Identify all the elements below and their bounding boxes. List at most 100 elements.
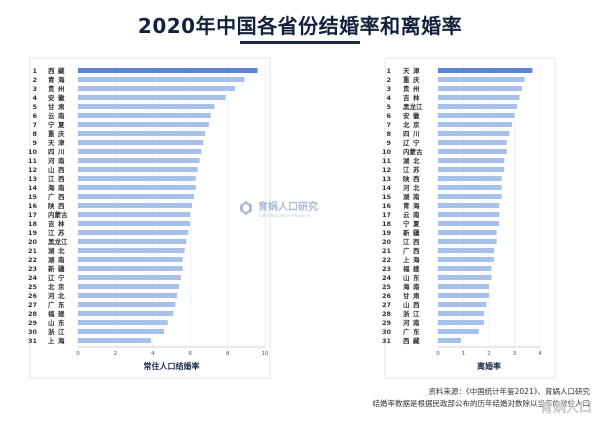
marriage-province-label: 四川 bbox=[48, 148, 68, 156]
marriage-rank-label: 15 bbox=[28, 193, 38, 201]
marriage-province-label: 宁夏 bbox=[48, 120, 68, 129]
marriage-tick-label: 0 bbox=[76, 351, 80, 357]
divorce-bar bbox=[438, 256, 495, 263]
divorce-bar bbox=[438, 139, 507, 146]
marriage-rank-label: 23 bbox=[28, 265, 37, 273]
marriage-bar bbox=[78, 211, 191, 218]
marriage-bar bbox=[78, 238, 187, 245]
divorce-bar bbox=[438, 121, 512, 128]
marriage-rank-label: 3 bbox=[32, 85, 37, 93]
divorce-rank-label: 9 bbox=[386, 139, 391, 147]
divorce-province-label: 宁夏 bbox=[403, 219, 423, 228]
marriage-rank-label: 2 bbox=[32, 76, 37, 84]
divorce-province-label: 上海 bbox=[403, 255, 423, 264]
divorce-province-label: 四川 bbox=[403, 130, 423, 138]
marriage-bar bbox=[78, 184, 196, 191]
divorce-rank-label: 28 bbox=[382, 310, 392, 318]
divorce-rank-label: 31 bbox=[382, 337, 392, 345]
marriage-province-label: 江苏 bbox=[48, 228, 68, 237]
divorce-bar bbox=[438, 166, 505, 173]
marriage-bar bbox=[78, 85, 236, 92]
marriage-bar bbox=[78, 193, 194, 200]
divorce-bar bbox=[438, 76, 525, 83]
divorce-tick-label: 2 bbox=[487, 351, 491, 357]
marriage-tick-label: 8 bbox=[226, 351, 230, 357]
marriage-rank-label: 19 bbox=[28, 229, 38, 237]
divorce-rank-label: 26 bbox=[382, 292, 392, 300]
page-title: 2020年中国各省份结婚率和离婚率 bbox=[137, 14, 463, 38]
marriage-tick-label: 6 bbox=[188, 351, 192, 357]
watermark-logo-icon bbox=[240, 201, 252, 215]
divorce-province-label: 青海 bbox=[403, 201, 423, 210]
divorce-bar bbox=[438, 157, 505, 164]
marriage-province-label: 重庆 bbox=[48, 129, 68, 138]
watermark-subtext: YuWa Population Research bbox=[258, 213, 311, 218]
marriage-province-label: 湖北 bbox=[48, 246, 68, 255]
divorce-province-label: 江苏 bbox=[403, 165, 423, 174]
divorce-rank-label: 19 bbox=[382, 229, 392, 237]
divorce-rank-label: 3 bbox=[386, 85, 391, 93]
marriage-province-label: 辽宁 bbox=[48, 273, 68, 282]
divorce-tick-label: 1 bbox=[462, 351, 466, 357]
divorce-rank-label: 30 bbox=[382, 328, 392, 336]
marriage-rank-label: 16 bbox=[28, 202, 38, 210]
marriage-province-label: 云南 bbox=[48, 111, 68, 120]
marriage-province-label: 西藏 bbox=[48, 66, 68, 75]
divorce-province-label: 辽宁 bbox=[403, 138, 423, 147]
divorce-rank-label: 1 bbox=[386, 67, 391, 75]
divorce-rank-label: 21 bbox=[382, 247, 392, 255]
divorce-bar bbox=[438, 265, 492, 272]
marriage-bar bbox=[78, 76, 245, 83]
divorce-bar bbox=[438, 283, 489, 290]
divorce-axis-title: 离婚率 bbox=[477, 361, 501, 371]
divorce-bar bbox=[438, 193, 502, 200]
divorce-bar bbox=[438, 328, 479, 335]
divorce-province-label: 湖南 bbox=[403, 192, 423, 201]
divorce-province-label: 云南 bbox=[403, 210, 423, 219]
divorce-bar bbox=[438, 220, 500, 227]
divorce-province-label: 广东 bbox=[403, 327, 423, 336]
marriage-rank-label: 21 bbox=[28, 247, 38, 255]
marriage-province-label: 河南 bbox=[48, 156, 68, 165]
marriage-bar bbox=[78, 301, 176, 308]
marriage-province-label: 新疆 bbox=[48, 264, 68, 273]
marriage-bar bbox=[78, 202, 193, 209]
divorce-rank-label: 17 bbox=[382, 211, 391, 219]
divorce-bar bbox=[438, 319, 484, 326]
marriage-province-label: 广东 bbox=[48, 300, 68, 309]
marriage-rank-label: 30 bbox=[28, 328, 38, 336]
corner-watermark: 育娲人口 bbox=[539, 401, 592, 416]
marriage-panel-frame bbox=[29, 57, 271, 379]
divorce-bar bbox=[438, 103, 518, 110]
marriage-bar bbox=[78, 265, 183, 272]
watermark: 育娲人口研究 YuWa Population Research bbox=[238, 198, 318, 218]
divorce-province-label: 吉林 bbox=[403, 93, 423, 102]
divorce-rank-label: 29 bbox=[382, 319, 392, 327]
marriage-bar bbox=[78, 94, 226, 101]
marriage-rank-label: 29 bbox=[28, 319, 38, 327]
marriage-bar bbox=[78, 283, 179, 290]
marriage-province-label: 甘肃 bbox=[48, 102, 68, 111]
marriage-province-label: 天津 bbox=[48, 138, 68, 147]
divorce-bar bbox=[438, 148, 507, 155]
divorce-bar bbox=[438, 301, 487, 308]
marriage-province-label: 广西 bbox=[48, 192, 68, 201]
divorce-province-label: 河北 bbox=[403, 183, 423, 192]
marriage-bar bbox=[78, 337, 151, 344]
marriage-bar bbox=[78, 103, 215, 110]
title-underline bbox=[240, 41, 360, 44]
divorce-province-label: 甘肃 bbox=[403, 291, 423, 300]
divorce-rank-label: 15 bbox=[382, 193, 392, 201]
marriage-rank-label: 26 bbox=[28, 292, 38, 300]
divorce-rank-label: 25 bbox=[382, 283, 392, 291]
divorce-bar bbox=[438, 292, 489, 299]
marriage-province-label: 青海 bbox=[48, 75, 68, 84]
divorce-province-label: 黑龙江 bbox=[403, 102, 423, 111]
divorce-rank-label: 20 bbox=[382, 238, 392, 246]
marriage-rank-label: 1 bbox=[32, 67, 37, 75]
divorce-bar bbox=[438, 184, 502, 191]
divorce-province-label: 陕西 bbox=[403, 174, 423, 183]
marriage-rank-label: 31 bbox=[28, 337, 38, 345]
marriage-bar bbox=[78, 310, 174, 317]
